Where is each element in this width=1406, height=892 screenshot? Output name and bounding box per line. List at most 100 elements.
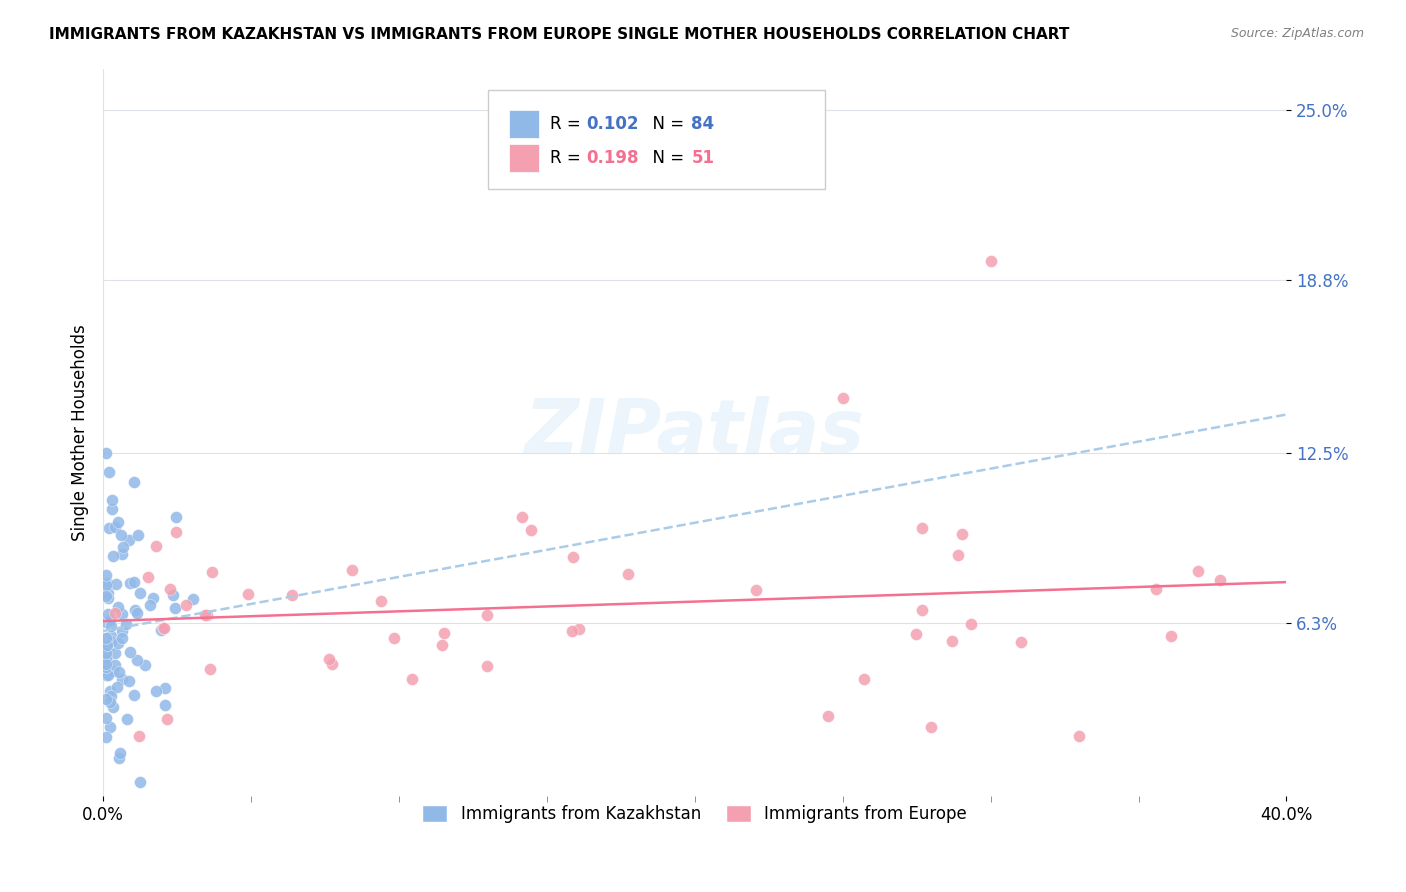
Point — [97, 586, 120, 600]
Point — [281, 589, 304, 603]
Point — [520, 523, 543, 537]
Text: ZIPatlas: ZIPatlas — [524, 396, 865, 469]
Text: R =: R = — [550, 149, 586, 167]
Point — [107, 751, 129, 765]
Point — [101, 501, 124, 516]
Point — [155, 681, 177, 696]
Point — [96, 575, 118, 590]
Point — [98, 695, 121, 709]
Point — [128, 585, 150, 599]
Point — [110, 528, 132, 542]
Point — [105, 680, 128, 694]
Point — [238, 586, 260, 600]
Point — [134, 657, 156, 672]
Text: N =: N = — [641, 115, 689, 133]
Point — [174, 598, 197, 612]
Point — [108, 747, 131, 761]
Point — [127, 607, 149, 621]
Point — [94, 657, 117, 672]
Point — [920, 721, 942, 735]
Point — [382, 631, 405, 645]
Point — [98, 613, 121, 627]
Point — [567, 622, 589, 636]
Point — [101, 700, 124, 714]
Point — [561, 624, 583, 639]
Point — [475, 607, 498, 622]
Point — [104, 646, 127, 660]
Point — [98, 521, 121, 535]
Point — [94, 660, 117, 674]
Point — [152, 621, 174, 635]
Point — [94, 711, 117, 725]
Point — [104, 657, 127, 672]
Point — [125, 653, 148, 667]
Point — [139, 599, 162, 613]
Point — [94, 615, 117, 629]
Point — [159, 582, 181, 597]
Point — [617, 567, 640, 582]
Point — [122, 688, 145, 702]
Text: Source: ZipAtlas.com: Source: ZipAtlas.com — [1230, 27, 1364, 40]
Point — [108, 665, 131, 679]
Point — [111, 632, 134, 646]
Point — [98, 720, 121, 734]
Point — [831, 391, 853, 405]
Point — [1208, 573, 1230, 587]
Point — [96, 638, 118, 652]
Point — [100, 629, 122, 643]
Point — [117, 673, 139, 688]
Point — [101, 664, 124, 678]
Point — [1069, 729, 1091, 743]
Point — [1010, 635, 1032, 649]
Point — [100, 619, 122, 633]
Point — [111, 607, 134, 622]
Text: N =: N = — [641, 149, 689, 167]
Point — [98, 465, 121, 479]
FancyBboxPatch shape — [509, 110, 538, 137]
Point — [941, 634, 963, 648]
Point — [101, 492, 124, 507]
Point — [107, 600, 129, 615]
Point — [122, 475, 145, 489]
Point — [111, 540, 134, 554]
Point — [181, 592, 204, 607]
Point — [321, 657, 343, 672]
Point — [114, 617, 136, 632]
Point — [195, 607, 218, 622]
Point — [165, 509, 187, 524]
Point — [94, 692, 117, 706]
Text: 51: 51 — [692, 149, 714, 167]
Text: 0.198: 0.198 — [586, 149, 638, 167]
Point — [115, 713, 138, 727]
Point — [162, 588, 184, 602]
Point — [94, 578, 117, 592]
Point — [1160, 629, 1182, 643]
Point — [104, 577, 127, 591]
Point — [103, 549, 125, 563]
Point — [94, 647, 117, 661]
FancyBboxPatch shape — [509, 145, 538, 172]
Point — [94, 651, 117, 665]
Point — [96, 631, 118, 645]
Point — [96, 640, 118, 655]
Point — [150, 623, 173, 637]
Point — [111, 624, 134, 638]
Point — [911, 521, 934, 535]
Point — [127, 528, 149, 542]
Point — [153, 698, 176, 712]
Point — [142, 591, 165, 605]
Point — [120, 576, 142, 591]
Point — [852, 672, 875, 686]
Point — [129, 775, 152, 789]
Point — [401, 672, 423, 686]
Point — [111, 672, 134, 686]
Point — [510, 510, 533, 524]
Point — [950, 526, 973, 541]
Point — [194, 607, 217, 622]
Point — [122, 574, 145, 589]
Point — [817, 709, 839, 723]
Point — [96, 631, 118, 645]
Point — [100, 634, 122, 648]
Text: 0.102: 0.102 — [586, 115, 638, 133]
Y-axis label: Single Mother Households: Single Mother Households — [72, 324, 89, 541]
